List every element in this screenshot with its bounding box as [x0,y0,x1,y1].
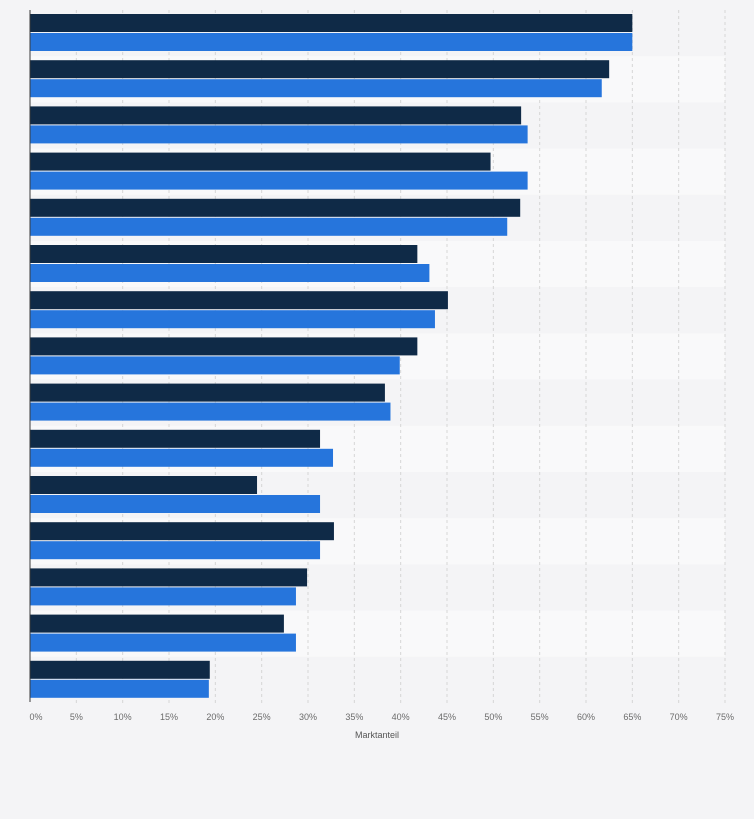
x-tick-label: 55% [531,712,549,722]
x-tick-label: 75% [716,712,734,722]
bar [30,679,209,698]
bar [30,310,435,329]
x-axis-title: Marktanteil [355,730,399,740]
x-tick-label: 0% [29,712,42,722]
bar [30,402,391,421]
bar [30,79,602,98]
bar [30,152,491,171]
bar [30,337,418,356]
bars [30,14,633,698]
bar [30,198,521,217]
bar [30,429,321,448]
x-tick-label: 25% [253,712,271,722]
x-tick-label: 30% [299,712,317,722]
x-axis-ticks: 0% 5% 10% 15% 20% 25% 30% 35% 40% 45% 50% 55% 60% 65%… [29,712,734,722]
bar [30,125,528,144]
x-tick-label: 5% [70,712,83,722]
bar [30,568,308,587]
bar [30,356,400,375]
bar [30,522,334,541]
x-tick-label: 35% [345,712,363,722]
x-tick-label: 60% [577,712,595,722]
x-tick-label: 40% [392,712,410,722]
bar [30,60,610,79]
bar [30,245,418,263]
bar [30,217,508,236]
bar [30,495,321,513]
bar [30,448,334,467]
bar [30,33,633,51]
x-tick-label: 10% [114,712,132,722]
x-tick-label: 45% [438,712,456,722]
x-tick-label: 15% [160,712,178,722]
bar [30,291,448,310]
x-tick-label: 70% [670,712,688,722]
bar [30,476,258,494]
bar [30,171,528,190]
bar [30,633,296,652]
bar [30,541,321,560]
bar [30,264,430,282]
bar [30,660,210,679]
x-tick-label: 65% [623,712,641,722]
x-tick-label: 50% [484,712,502,722]
bar [30,383,385,402]
bar [30,14,633,32]
bar [30,106,522,125]
bar [30,587,296,606]
x-tick-label: 20% [206,712,224,722]
bar [30,614,284,633]
